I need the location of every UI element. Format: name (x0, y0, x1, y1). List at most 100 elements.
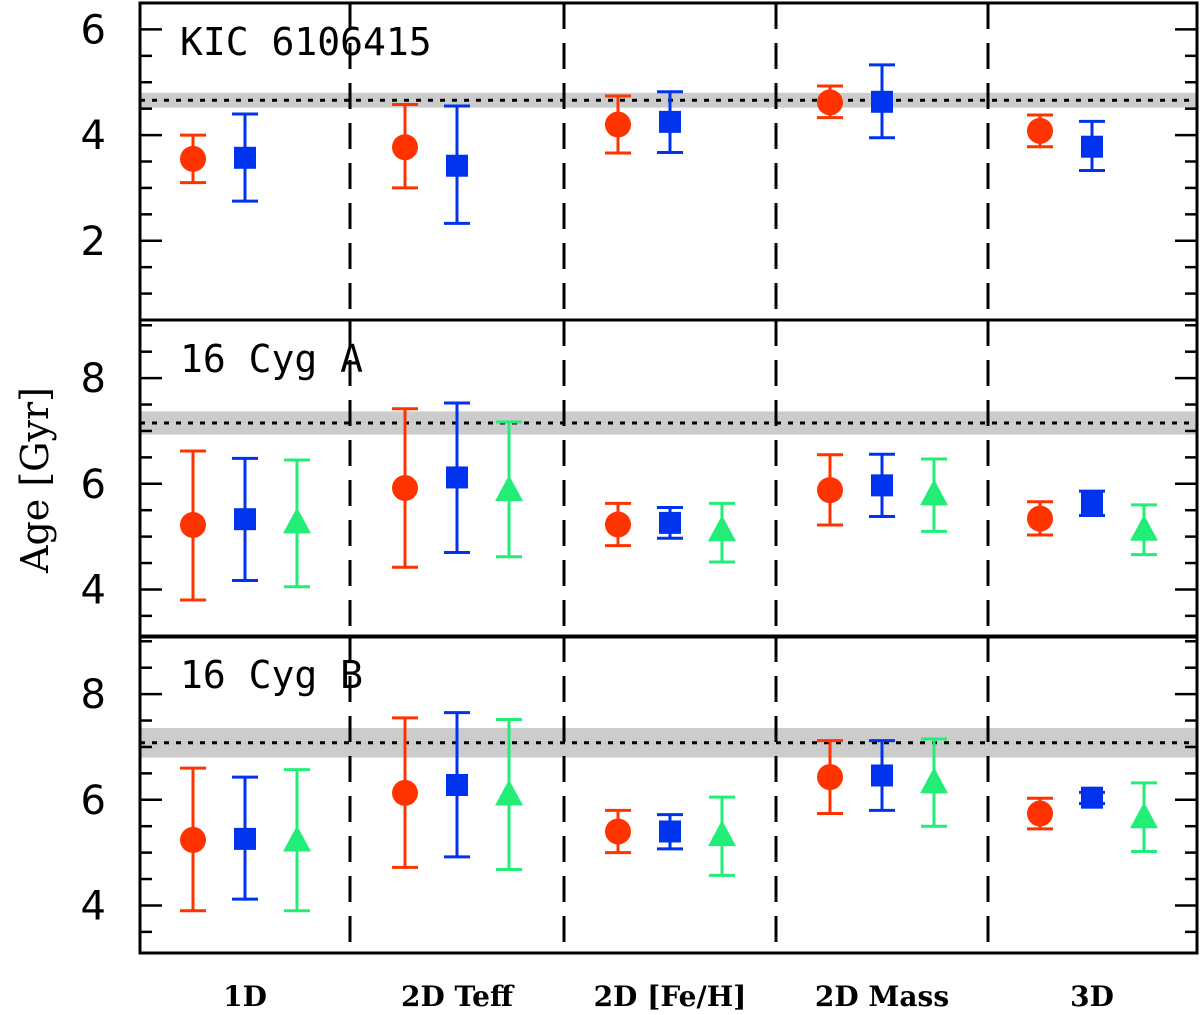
panels-group: 2 4 6 KIC 6106415 4 6 8 16 Cyg A 4 6 8 16 Cyg B (81, 1, 1199, 955)
square-marker (871, 90, 893, 113)
panel-label: 16 Cyg B (180, 653, 363, 697)
circle-marker (817, 477, 843, 504)
data-point-square (869, 452, 895, 519)
data-point-circle (392, 407, 418, 569)
data-point-triangle (495, 717, 523, 872)
data-point-square (1079, 489, 1105, 517)
y-tick-label: 4 (81, 113, 106, 159)
data-point-circle (180, 133, 206, 185)
data-point-circle (1027, 500, 1053, 537)
triangle-marker (283, 825, 311, 852)
square-marker (234, 508, 256, 531)
y-tick-label: 4 (81, 567, 106, 613)
square-marker (659, 110, 681, 133)
data-point-square (444, 711, 470, 859)
data-point-circle (392, 102, 418, 190)
y-axis-title: Age [Gyr] (13, 387, 57, 574)
panel-1: 2 4 6 KIC 6106415 (81, 1, 1199, 322)
triangle-marker (1130, 514, 1158, 541)
triangle-marker (495, 475, 523, 502)
panel-frame (138, 634, 1199, 955)
data-point-circle (1027, 113, 1053, 149)
triangle-marker (920, 479, 948, 506)
data-point-square (657, 506, 683, 540)
category-label: 2D Mass (815, 980, 949, 1013)
circle-marker (817, 89, 843, 116)
data-point-triangle (283, 458, 311, 589)
panel-3: 4 6 8 16 Cyg B (81, 634, 1199, 955)
circle-marker (817, 764, 843, 791)
y-tick-label: 6 (81, 462, 106, 508)
square-marker (1081, 492, 1103, 515)
circle-marker (605, 111, 631, 138)
y-tick-label: 4 (81, 883, 106, 929)
data-point-triangle (1130, 781, 1158, 854)
data-point-square (657, 813, 683, 851)
panel-2: 4 6 8 16 Cyg A (81, 318, 1199, 639)
circle-marker (605, 818, 631, 845)
data-point-circle (605, 501, 631, 548)
data-point-circle (817, 739, 843, 816)
data-point-triangle (283, 768, 311, 913)
square-marker (446, 466, 468, 489)
panel-label: KIC 6106415 (180, 20, 432, 64)
data-point-square (1079, 119, 1105, 172)
data-point-circle (180, 449, 206, 602)
circle-marker (392, 779, 418, 806)
data-point-square (869, 739, 895, 812)
square-marker (871, 474, 893, 497)
data-point-square (444, 401, 470, 554)
data-point-triangle (920, 737, 948, 828)
data-point-square (869, 63, 895, 140)
square-marker (1081, 786, 1103, 809)
square-marker (659, 820, 681, 843)
square-marker (234, 146, 256, 169)
data-point-square (232, 456, 258, 582)
square-marker (1081, 135, 1103, 158)
data-point-square (232, 112, 258, 203)
category-label: 2D [Fe/H] (594, 980, 747, 1013)
triangle-marker (920, 767, 948, 794)
triangle-marker (1130, 802, 1158, 829)
data-point-triangle (1130, 503, 1158, 557)
data-point-triangle (920, 457, 948, 533)
data-point-square (232, 775, 258, 901)
circle-marker (1027, 800, 1053, 827)
square-marker (446, 154, 468, 177)
triangle-marker (283, 507, 311, 534)
data-point-circle (817, 84, 843, 120)
y-tick-label: 6 (81, 7, 106, 53)
circle-marker (180, 145, 206, 172)
circle-marker (1027, 117, 1053, 144)
data-point-triangle (708, 795, 736, 877)
circle-marker (392, 475, 418, 502)
circle-marker (180, 826, 206, 853)
data-point-square (657, 90, 683, 155)
square-marker (871, 764, 893, 787)
circle-marker (1027, 505, 1053, 532)
data-point-circle (180, 766, 206, 913)
y-tick-label: 8 (81, 672, 106, 718)
data-point-circle (605, 808, 631, 855)
data-point-circle (392, 716, 418, 869)
y-tick-label: 6 (81, 778, 106, 824)
data-point-circle (817, 453, 843, 527)
data-point-triangle (708, 501, 736, 564)
triangle-marker (495, 779, 523, 806)
data-point-square (444, 104, 470, 225)
square-marker (446, 773, 468, 796)
data-point-circle (605, 94, 631, 155)
y-tick-label: 2 (81, 219, 106, 265)
circle-marker (392, 134, 418, 161)
triangle-marker (708, 820, 736, 847)
data-point-circle (1027, 796, 1053, 831)
square-marker (234, 827, 256, 850)
triangle-marker (708, 515, 736, 542)
y-tick-label: 8 (81, 356, 106, 402)
circle-marker (605, 511, 631, 538)
data-point-square (1079, 786, 1105, 809)
panel-label: 16 Cyg A (180, 337, 363, 381)
category-label: 1D (223, 980, 267, 1013)
category-label: 2D Teff (401, 980, 515, 1013)
